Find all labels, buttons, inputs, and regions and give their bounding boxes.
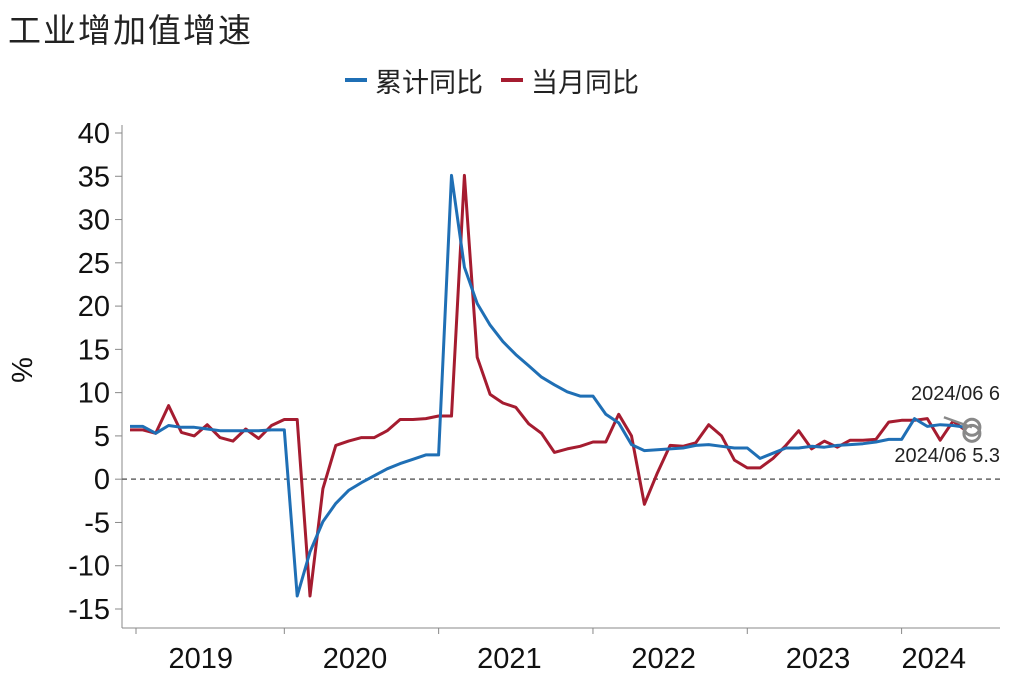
chart-legend: 累计同比 当月同比 bbox=[345, 60, 657, 100]
x-axis: 2019 2020 2021 2022 2023 2024 bbox=[122, 627, 1000, 675]
legend-label-cumulative: 累计同比 bbox=[375, 67, 483, 99]
y-tick-label: -15 bbox=[68, 594, 110, 626]
chart-title: 工业增加值增速 bbox=[8, 11, 253, 50]
y-tick-label: 40 bbox=[78, 118, 110, 150]
x-year-label: 2021 bbox=[477, 643, 542, 675]
x-year-label: 2022 bbox=[631, 643, 696, 675]
legend-item-monthly: 当月同比 bbox=[501, 61, 639, 100]
x-year-label: 2020 bbox=[323, 643, 388, 675]
legend-label-monthly: 当月同比 bbox=[531, 67, 639, 99]
y-tick-label: 10 bbox=[78, 378, 110, 410]
legend-swatch-monthly bbox=[501, 78, 523, 82]
annotation-layer: 2024/06 6 2024/06 5.3 bbox=[894, 383, 1000, 467]
end-marker-cumulative bbox=[962, 417, 982, 437]
y-axis-label: % bbox=[7, 357, 39, 383]
end-label-monthly: 2024/06 5.3 bbox=[894, 445, 1000, 467]
y-tick-label: -5 bbox=[84, 507, 110, 539]
x-year-label: 2024 bbox=[901, 643, 966, 675]
legend-swatch-cumulative bbox=[345, 78, 367, 82]
x-year-label: 2019 bbox=[168, 643, 233, 675]
end-label-cumulative: 2024/06 6 bbox=[911, 383, 1000, 405]
y-axis: 40 35 30 25 20 15 10 5 0 -5 -10 -15% bbox=[7, 118, 123, 628]
legend-item-cumulative: 累计同比 bbox=[345, 61, 483, 100]
series-line-monthly bbox=[130, 173, 967, 598]
y-tick-label: 0 bbox=[94, 464, 110, 496]
series-layer bbox=[130, 173, 967, 598]
y-tick-label: 5 bbox=[94, 421, 110, 453]
x-year-label: 2023 bbox=[786, 643, 851, 675]
y-tick-label: 35 bbox=[78, 161, 110, 193]
y-tick-label: 30 bbox=[78, 205, 110, 237]
y-tick-label: 25 bbox=[78, 248, 110, 280]
end-marker-monthly bbox=[962, 423, 982, 443]
series-line-cumulative bbox=[130, 173, 967, 598]
y-tick-label: -10 bbox=[68, 551, 110, 583]
y-tick-label: 15 bbox=[78, 334, 110, 366]
y-tick-label: 20 bbox=[78, 291, 110, 323]
